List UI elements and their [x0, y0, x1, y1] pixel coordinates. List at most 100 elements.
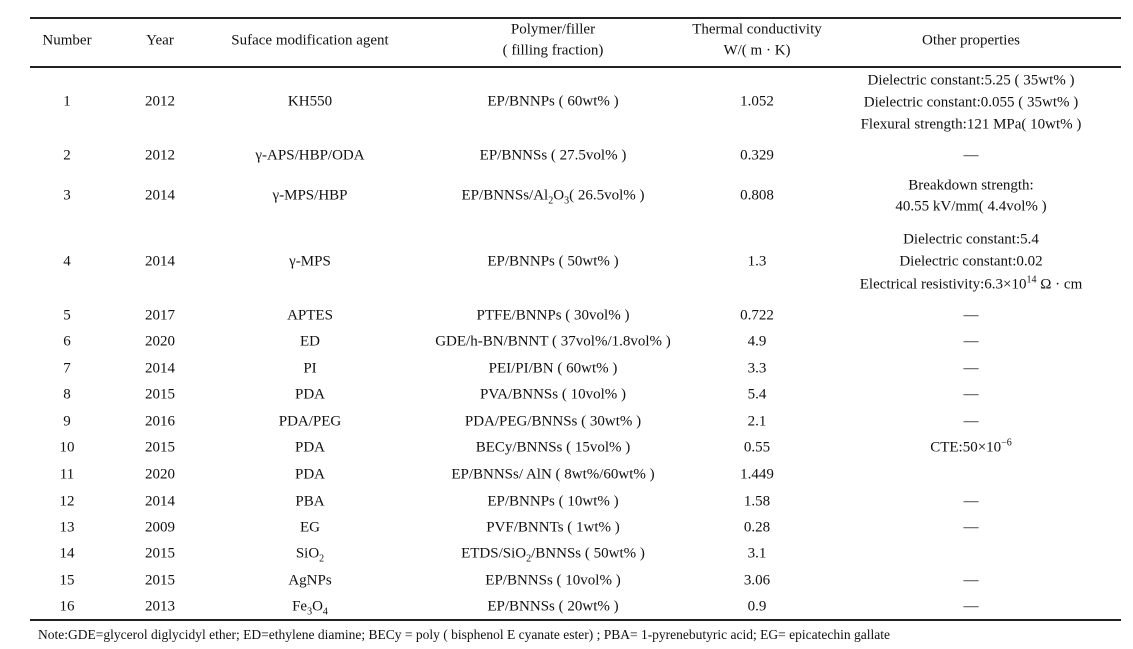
cell-thermal-conductivity: 3.06: [743, 572, 771, 589]
text-segment: 40.55 kV/mm( 4.4vol% ): [895, 198, 1047, 215]
superscript: 14: [1026, 274, 1037, 286]
cell-polymer: EP/BNNPs ( 10wt% ): [487, 493, 619, 510]
text-segment: PDA/PEG: [278, 413, 342, 430]
text-segment: Breakdown strength:: [908, 177, 1034, 194]
cell-number: 3: [63, 187, 71, 204]
text-segment: —: [963, 386, 979, 403]
subscript: 3: [307, 606, 313, 618]
text-segment: —: [963, 333, 979, 350]
cell-other-properties: —: [963, 307, 979, 324]
text-segment: PDA: [294, 439, 326, 456]
cell-agent: PDA: [294, 439, 326, 456]
cell-polymer: PVA/BNNSs ( 10vol% ): [480, 387, 626, 403]
top-rule: [30, 17, 1121, 19]
cell-agent: PDA: [295, 387, 325, 403]
text-segment: SiO: [295, 545, 320, 562]
cell-agent: γ-APS/HBP/ODA: [255, 148, 364, 164]
cell-year: 2012: [145, 93, 175, 110]
cell-year: 2014: [145, 253, 175, 270]
header-number: Number: [42, 32, 92, 49]
cell-polymer: ETDS/SiO2/BNNSs ( 50wt% ): [461, 546, 645, 565]
text-segment: —: [963, 493, 979, 510]
cell-other-properties: —: [963, 413, 979, 430]
text-segment: Ω · cm: [1036, 276, 1083, 293]
cell-number: 5: [63, 307, 71, 324]
subscript: 2: [319, 553, 325, 565]
subscript: 4: [322, 606, 328, 618]
cell-thermal-conductivity: 1.3: [747, 253, 767, 270]
cell-polymer: EP/BNNSs ( 10vol% ): [485, 573, 620, 589]
cell-polymer: EP/BNNPs ( 60wt% ): [487, 94, 618, 110]
subscript: 2: [548, 195, 554, 207]
cell-number: 2: [63, 147, 71, 164]
text-segment: EG: [300, 519, 320, 536]
text-segment: EP/BNNPs ( 10wt% ): [487, 493, 619, 510]
cell-agent: PDA: [294, 466, 326, 483]
text-segment: —: [963, 413, 979, 430]
cell-agent: PDA/PEG: [278, 413, 342, 430]
cell-polymer: EP/BNNSs/ AlN ( 8wt%/60wt% ): [451, 466, 655, 483]
cell-year: 2015: [145, 572, 175, 589]
text-segment: —: [963, 307, 979, 324]
cell-agent: EG: [300, 519, 320, 536]
cell-number: 10: [59, 439, 75, 456]
text-segment: BECy/BNNSs ( 15vol% ): [475, 439, 631, 456]
text-segment: PEI/PI/BN ( 60wt% ): [488, 360, 618, 377]
cell-number: 9: [63, 413, 71, 430]
cell-other-properties: —: [963, 386, 979, 403]
cell-agent: ED: [300, 334, 320, 350]
cell-other-properties: —: [963, 572, 979, 589]
text-segment: —: [963, 572, 979, 589]
cell-polymer: EP/BNNSs/Al2O3( 26.5vol% ): [461, 187, 645, 207]
cell-thermal-conductivity: 3.3: [747, 360, 767, 377]
text-segment: CTE:50×10: [930, 439, 1002, 456]
cell-other-properties: Dielectric constant:0.055 ( 35wt% ): [863, 94, 1079, 111]
text-segment: KH550: [287, 93, 333, 110]
cell-polymer: PVF/BNNTs ( 1wt% ): [486, 520, 620, 536]
cell-other-properties: —: [963, 598, 979, 615]
text-segment: Fe: [292, 598, 308, 615]
text-segment: Dielectric constant:0.055 ( 35wt% ): [863, 94, 1079, 111]
cell-number: 13: [59, 519, 75, 536]
text-segment: Dielectric constant:5.4: [903, 231, 1039, 248]
cell-agent: γ-MPS: [289, 253, 331, 270]
cell-number: 1: [63, 93, 71, 110]
text-segment: Dielectric constant:5.25 ( 35wt% ): [867, 72, 1075, 89]
text-segment: PI: [303, 360, 317, 377]
cell-other-properties: Dielectric constant:5.4: [903, 231, 1039, 248]
cell-thermal-conductivity: 0.55: [743, 439, 771, 456]
text-segment: PDA: [294, 466, 326, 483]
header-other: Other properties: [922, 32, 1020, 49]
text-segment: —: [963, 598, 979, 615]
text-segment: PTFE/BNNPs ( 30vol% ): [476, 307, 630, 324]
text-segment: γ-MPS: [289, 253, 331, 270]
subscript: 2: [526, 553, 532, 565]
cell-number: 7: [63, 360, 71, 377]
cell-year: 2014: [145, 360, 175, 377]
text-segment: PDA/PEG/BNNSs ( 30wt% ): [464, 413, 642, 430]
header-rule: [30, 66, 1121, 68]
text-segment: —: [963, 147, 979, 164]
cell-polymer: PEI/PI/BN ( 60wt% ): [488, 360, 618, 377]
cell-year: 2014: [145, 187, 175, 204]
cell-year: 2020: [145, 333, 175, 350]
cell-year: 2015: [145, 545, 175, 562]
cell-agent: AgNPs: [288, 573, 331, 589]
cell-other-properties: —: [964, 361, 979, 377]
table-note: Note:GDE=glycerol diglycidyl ether; ED=e…: [38, 627, 890, 642]
cell-thermal-conductivity: 0.329: [740, 147, 774, 164]
text-segment: PBA: [295, 493, 325, 510]
cell-number: 14: [59, 545, 75, 562]
cell-thermal-conductivity: 2.1: [747, 413, 767, 430]
cell-year: 2013: [145, 598, 175, 615]
cell-number: 15: [59, 572, 75, 589]
text-segment: EP/BNNSs/ AlN ( 8wt%/60wt% ): [451, 466, 655, 483]
text-segment: Electrical resistivity:6.3×10: [859, 276, 1027, 293]
cell-year: 2012: [145, 147, 175, 164]
cell-year: 2020: [145, 466, 175, 483]
cell-year: 2017: [145, 307, 175, 324]
cell-thermal-conductivity: 1.052: [740, 93, 774, 110]
header-tc-line1: Thermal conductivity: [692, 21, 822, 38]
text-segment: EP/BNNSs/Al: [461, 187, 549, 204]
cell-other-properties: Electrical resistivity:6.3×1014 Ω · cm: [859, 274, 1083, 293]
